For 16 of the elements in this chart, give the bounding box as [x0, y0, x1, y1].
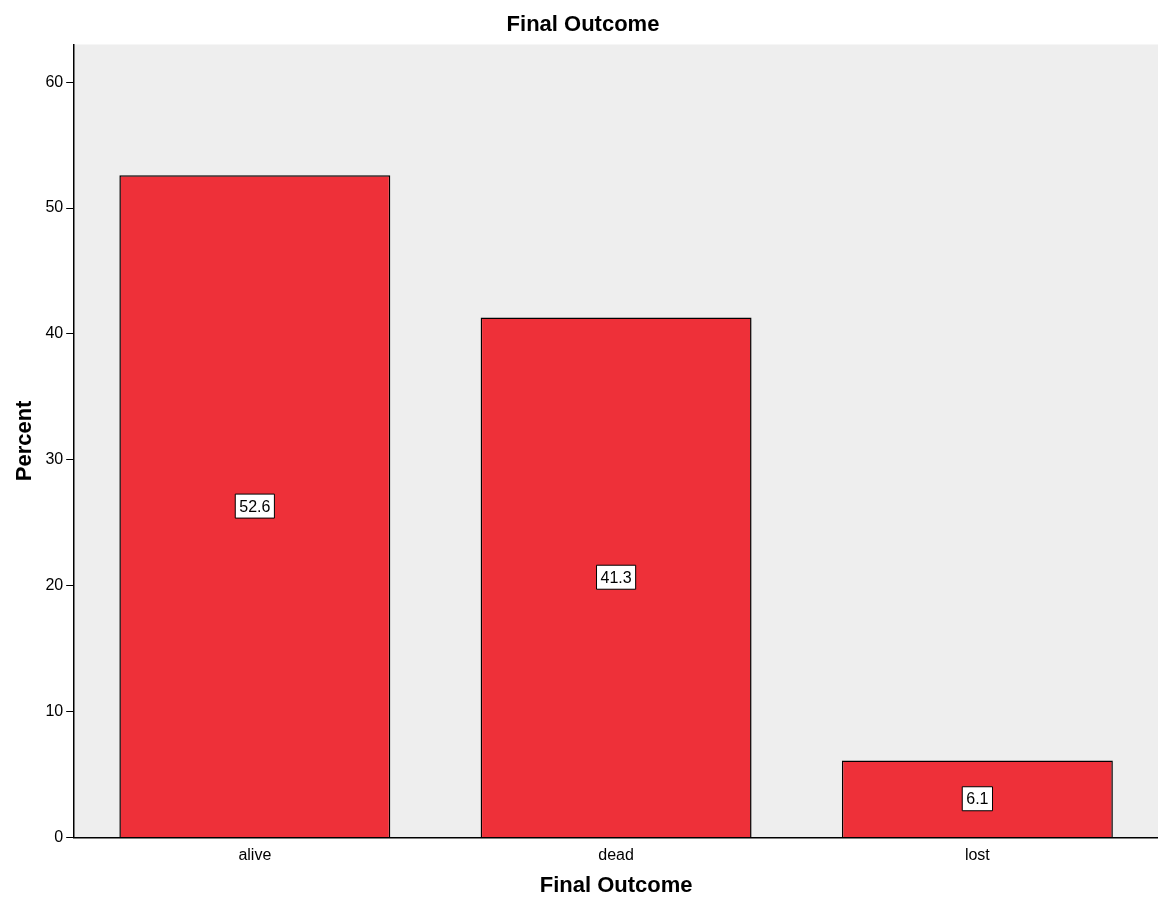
y-tick-label: 0 [54, 827, 64, 845]
y-tick-label: 20 [45, 576, 64, 594]
y-tick-label: 40 [45, 324, 64, 342]
data-label: 52.6 [239, 497, 271, 515]
y-tick-label: 30 [45, 450, 64, 468]
y-axis-title: Percent [11, 399, 37, 482]
chart-title: Final Outcome [506, 11, 660, 37]
x-axis-title: Final Outcome [539, 871, 693, 897]
y-tick-label: 10 [45, 701, 64, 719]
data-label: 41.3 [600, 568, 632, 586]
y-tick-label: 50 [45, 198, 64, 216]
data-label: 6.1 [966, 790, 989, 808]
x-tick-label: dead [598, 846, 634, 864]
x-tick-label: lost [964, 846, 991, 864]
y-tick-label: 60 [45, 72, 64, 90]
x-tick-label: alive [238, 846, 272, 864]
